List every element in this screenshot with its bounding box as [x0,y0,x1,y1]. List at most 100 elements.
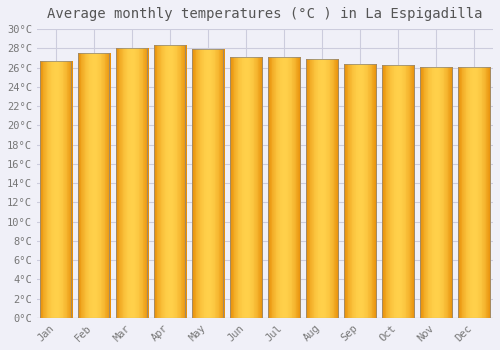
Bar [348,64,349,318]
Bar [486,66,488,318]
Bar [278,57,279,318]
Bar [214,49,215,318]
Bar [236,57,238,318]
Bar [49,61,50,318]
Bar [251,57,252,318]
Bar [345,64,346,318]
Bar [369,64,370,318]
Bar [100,53,101,318]
Bar [315,59,316,318]
Bar [462,66,463,318]
Bar [242,57,244,318]
Bar [318,59,320,318]
Bar [50,61,51,318]
Bar [78,53,80,318]
Bar [458,66,490,318]
Bar [444,66,446,318]
Bar [171,46,172,318]
Bar [260,57,261,318]
Bar [414,65,415,318]
Bar [122,48,123,318]
Bar [125,48,126,318]
Bar [349,64,350,318]
Bar [323,59,324,318]
Bar [82,53,84,318]
Bar [140,48,141,318]
Bar [472,66,473,318]
Bar [489,66,490,318]
Bar [440,66,442,318]
Bar [142,48,143,318]
Bar [248,57,249,318]
Bar [194,49,195,318]
Bar [385,65,386,318]
Bar [330,59,332,318]
Bar [192,49,224,318]
Bar [436,66,437,318]
Bar [235,57,236,318]
Bar [129,48,130,318]
Bar [164,46,166,318]
Bar [42,61,43,318]
Bar [335,59,336,318]
Bar [292,57,294,318]
Bar [230,57,232,318]
Bar [248,57,250,318]
Title: Average monthly temperatures (°C ) in La Espigadilla: Average monthly temperatures (°C ) in La… [47,7,482,21]
Bar [490,66,491,318]
Bar [409,65,410,318]
Bar [250,57,252,318]
Bar [431,66,432,318]
Bar [268,57,270,318]
Bar [122,48,124,318]
Bar [313,59,314,318]
Bar [407,65,408,318]
Bar [373,64,374,318]
Bar [450,66,451,318]
Bar [346,64,347,318]
Bar [86,53,88,318]
Bar [57,61,58,318]
Bar [117,48,118,318]
Bar [398,65,400,318]
Bar [40,61,42,318]
Bar [383,65,384,318]
Bar [134,48,135,318]
Bar [252,57,253,318]
Bar [103,53,104,318]
Bar [282,57,283,318]
Bar [420,66,452,318]
Bar [174,46,176,318]
Bar [221,49,222,318]
Bar [359,64,360,318]
Bar [329,59,330,318]
Bar [281,57,282,318]
Bar [40,61,72,318]
Bar [95,53,96,318]
Bar [386,65,388,318]
Bar [162,46,164,318]
Bar [70,61,72,318]
Bar [384,65,385,318]
Bar [88,53,90,318]
Bar [280,57,281,318]
Bar [290,57,291,318]
Bar [130,48,132,318]
Bar [52,61,54,318]
Bar [256,57,257,318]
Bar [142,48,144,318]
Bar [246,57,248,318]
Bar [298,57,300,318]
Bar [429,66,430,318]
Bar [404,65,405,318]
Bar [290,57,292,318]
Bar [69,61,70,318]
Bar [172,46,173,318]
Bar [218,49,220,318]
Bar [222,49,223,318]
Bar [104,53,105,318]
Bar [154,46,186,318]
Bar [141,48,142,318]
Bar [344,64,346,318]
Bar [244,57,245,318]
